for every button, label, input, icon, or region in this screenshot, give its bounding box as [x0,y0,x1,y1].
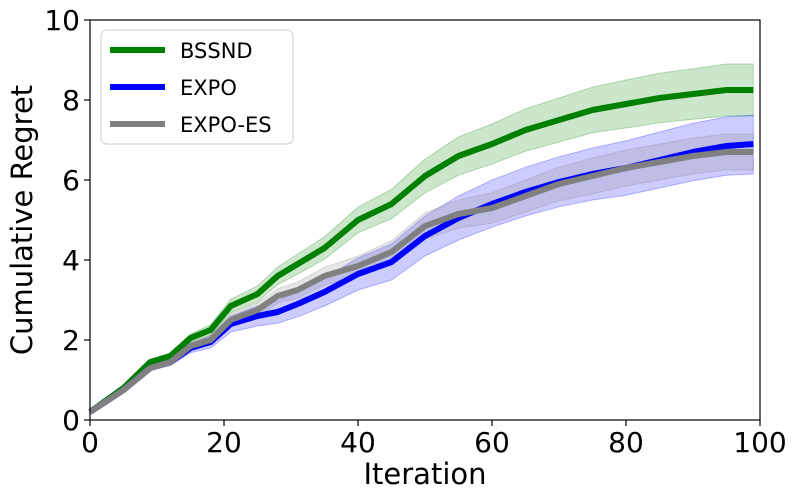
legend-items: BSSND EXPO EXPO-ES [110,39,272,137]
x-tick-label: 0 [81,426,99,459]
y-tick-label: 4 [62,244,80,277]
y-tick-label: 0 [62,404,80,437]
legend-box [100,29,294,145]
y-axis-label: Cumulative Regret [5,85,39,355]
plot-frame [89,19,761,421]
y-axis-ticks: 0 2 4 6 8 10 [44,4,90,437]
x-axis-ticks: 0 20 40 60 80 100 [81,420,787,459]
y-tick-label: 8 [62,84,80,117]
y-tick-label: 2 [62,324,80,357]
expo-es-line [88,149,754,415]
legend-label-expo: EXPO [180,76,237,100]
series-lines [88,87,754,415]
legend: BSSND EXPO EXPO-ES [100,29,294,145]
x-tick-label: 80 [608,426,644,459]
y-tick-label: 6 [62,164,80,197]
x-tick-label: 40 [340,426,376,459]
x-tick-label: 100 [733,426,786,459]
legend-label-expo-es: EXPO-ES [180,113,272,137]
bssnd-line [88,87,754,415]
legend-label-bssnd: BSSND [180,39,253,63]
x-tick-label: 20 [206,426,242,459]
y-tick-label: 10 [44,4,80,37]
x-tick-label: 60 [474,426,510,459]
x-axis-label: Iteration [363,457,486,491]
